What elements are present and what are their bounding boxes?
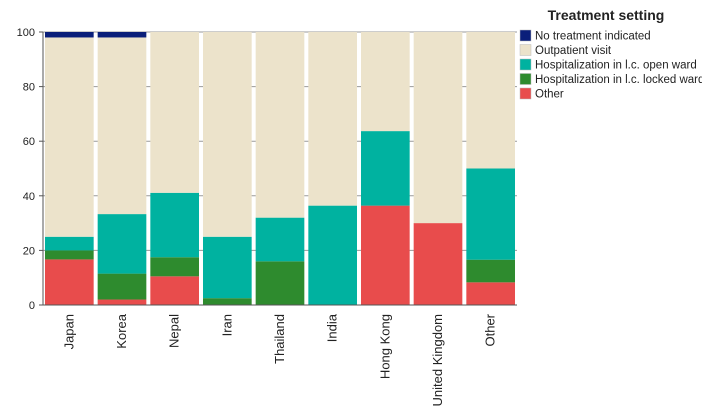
- x-label-united-kingdom: United Kingdom: [430, 314, 445, 407]
- bar-japan-no-treatment-indicated: [45, 32, 94, 38]
- legend-swatch-outpatient-visit: [519, 44, 532, 56]
- legend-swatch-no-treatment-indicated: [519, 29, 532, 42]
- x-label-iran: Iran: [219, 314, 234, 336]
- bar-japan-hospitalization-in-l-c-locked-ward: [45, 250, 94, 260]
- x-label-other: Other: [483, 313, 498, 346]
- y-tick-label-60: 60: [23, 136, 35, 148]
- y-tick-label-100: 100: [17, 27, 35, 39]
- bar-hong-kong-hospitalization-in-l-c-open-ward: [361, 131, 410, 206]
- legend-label-outpatient-visit: Outpatient visit: [535, 45, 612, 57]
- legend: Treatment setting No treatment indicated…: [519, 7, 702, 101]
- bar-iran-hospitalization-in-l-c-locked-ward: [203, 298, 252, 305]
- bar-nepal-hospitalization-in-l-c-open-ward: [150, 192, 199, 258]
- bar-korea-hospitalization-in-l-c-open-ward: [97, 214, 147, 274]
- bar-hong-kong-other: [361, 205, 410, 305]
- bar-korea-outpatient-visit: [97, 37, 147, 215]
- bar-japan-other: [45, 259, 94, 305]
- bar-iran-hospitalization-in-l-c-open-ward: [203, 236, 252, 299]
- x-label-hong-kong: Hong Kong: [377, 314, 392, 379]
- bar-other-outpatient-visit: [466, 32, 515, 169]
- bar-korea-no-treatment-indicated: [97, 32, 147, 38]
- bar-nepal-outpatient-visit: [150, 32, 199, 193]
- x-category-labels: Japan Korea Nepal Iran Thailand India Hong Kon…: [61, 313, 497, 406]
- legend-title: Treatment setting: [548, 7, 665, 23]
- bar-nepal-hospitalization-in-l-c-locked-ward: [150, 257, 199, 277]
- bar-japan-hospitalization-in-l-c-open-ward: [45, 236, 94, 251]
- y-tick-label-20: 20: [23, 245, 35, 257]
- bar-thailand-hospitalization-in-l-c-locked-ward: [255, 261, 305, 305]
- y-ticks: 0 20 40 60 80 100: [17, 27, 43, 312]
- bar-united-kingdom-other: [413, 223, 463, 305]
- y-tick-label-40: 40: [23, 191, 35, 203]
- bar-india-hospitalization-in-l-c-open-ward: [308, 205, 357, 305]
- bar-other-hospitalization-in-l-c-open-ward: [466, 168, 515, 260]
- legend-label-other: Other: [535, 89, 564, 101]
- legend-swatch-other: [519, 87, 532, 100]
- x-label-japan: Japan: [61, 314, 76, 349]
- axes: [42, 32, 517, 306]
- x-label-nepal: Nepal: [167, 314, 182, 348]
- y-tick-label-0: 0: [29, 300, 35, 312]
- bar-other-other: [466, 282, 515, 305]
- bar-thailand-outpatient-visit: [255, 32, 305, 218]
- y-tick-label-80: 80: [23, 82, 35, 94]
- legend-swatch-hospitalization-in-l-c-open-ward: [519, 58, 532, 71]
- x-label-thailand: Thailand: [272, 314, 287, 364]
- legend-label-no-treatment-indicated: No treatment indicated: [535, 31, 651, 43]
- bar-other-hospitalization-in-l-c-locked-ward: [466, 259, 515, 283]
- bar-hong-kong-outpatient-visit: [361, 32, 410, 132]
- bar-iran-outpatient-visit: [203, 32, 252, 237]
- bar-united-kingdom-outpatient-visit: [413, 32, 463, 224]
- x-label-korea: Korea: [114, 313, 129, 348]
- bar-nepal-other: [150, 276, 199, 305]
- bar-japan-outpatient-visit: [45, 37, 94, 237]
- legend-label-hospitalization-in-l-c-open-ward: Hospitalization in l.c. open ward: [535, 60, 697, 72]
- bars: [45, 32, 515, 305]
- bar-korea-hospitalization-in-l-c-locked-ward: [97, 273, 147, 300]
- bar-thailand-hospitalization-in-l-c-open-ward: [255, 217, 305, 262]
- legend-label-hospitalization-in-l-c-locked-ward: Hospitalization in l.c. locked ward: [535, 74, 702, 86]
- x-label-india: India: [325, 313, 340, 342]
- legend-swatch-hospitalization-in-l-c-locked-ward: [519, 73, 532, 85]
- bar-korea-other: [97, 299, 147, 305]
- bar-india-outpatient-visit: [308, 32, 357, 206]
